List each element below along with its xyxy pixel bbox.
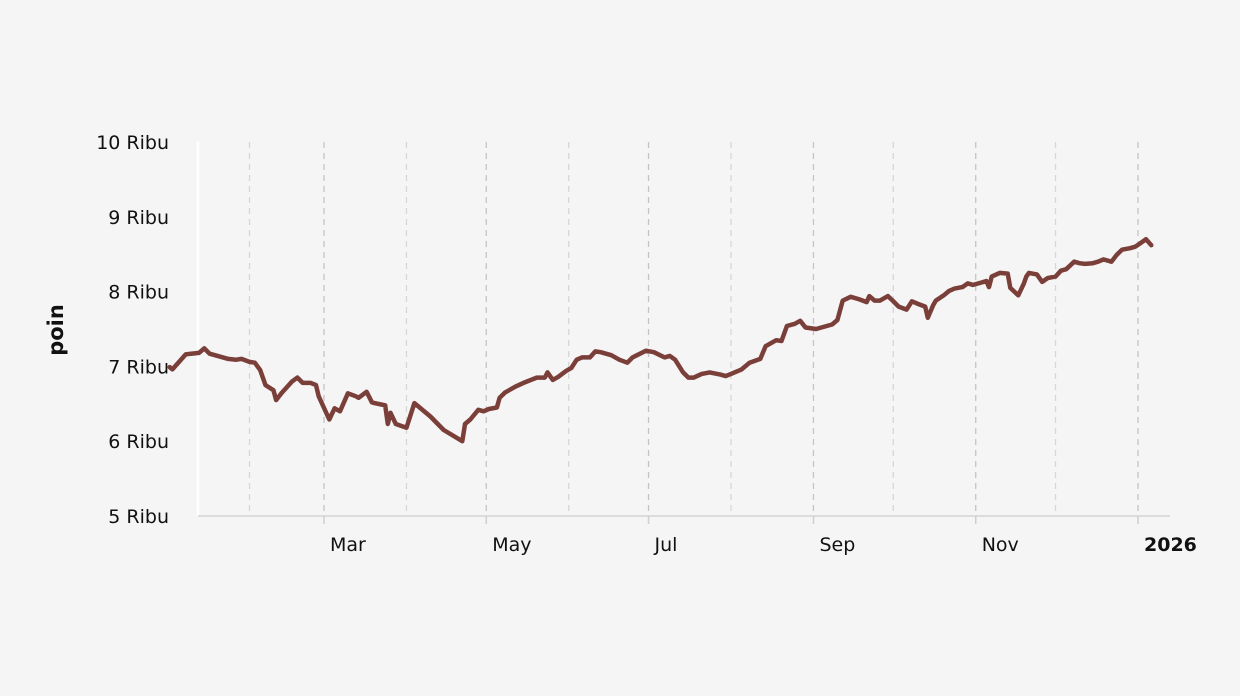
x-tick-label: Sep [819, 534, 855, 556]
x-tick-label: 2026 [1144, 534, 1197, 556]
series-layer [167, 236, 1154, 444]
grid-layer [248, 142, 1139, 516]
y-axis-label: poin [44, 304, 68, 356]
y-tick-label: 6 Ribu [108, 431, 169, 453]
axes-layer [196, 142, 1170, 524]
y-tick-labels: 5 Ribu 6 Ribu 7 Ribu 8 Ribu 9 Ribu 10 Ribu [96, 132, 169, 528]
x-tick-label: Mar [330, 534, 366, 556]
x-tick-label: Nov [982, 534, 1019, 556]
series-line [167, 236, 1154, 444]
x-tick-labels: Mar May Jul Sep Nov 2026 [330, 534, 1197, 556]
y-tick-label: 10 Ribu [96, 132, 169, 154]
x-tick-label: Jul [654, 534, 678, 556]
y-tick-label: 8 Ribu [108, 282, 169, 304]
y-tick-label: 9 Ribu [108, 207, 169, 229]
x-tick-label: May [492, 534, 531, 556]
y-tick-label: 7 Ribu [108, 356, 169, 378]
y-tick-label: 5 Ribu [108, 506, 169, 528]
